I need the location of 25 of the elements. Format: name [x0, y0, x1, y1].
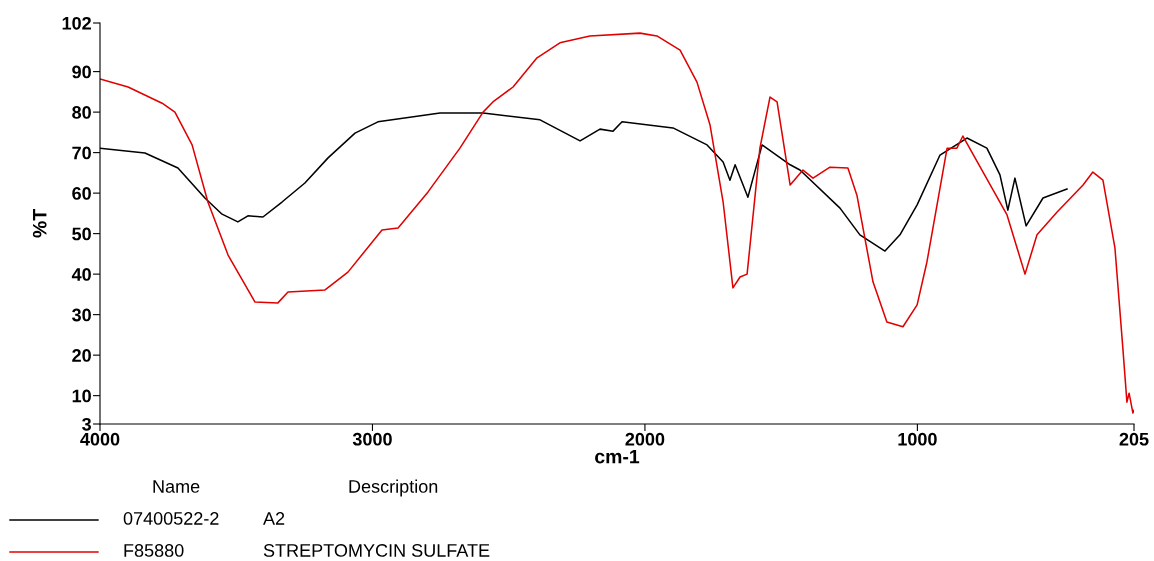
text: Description — [349, 479, 438, 497]
text: A2 — [263, 512, 285, 525]
x-tick-label: 205 — [1119, 432, 1149, 446]
y-tick-label: 60 — [72, 187, 91, 200]
x-tick-label: 2000 — [625, 432, 665, 446]
y-tick-label: 3 — [82, 417, 92, 431]
x-tick-label: 4000 — [80, 432, 120, 446]
legend-label: 07400522-2 — [123, 512, 219, 525]
line-series — [100, 32, 1134, 414]
x-axis-title: cm-1 — [595, 449, 640, 464]
y-tick-label: 102 — [62, 16, 91, 30]
legend-label: F85880 — [124, 544, 184, 557]
text: STREPTOMYCIN SULFATE — [263, 544, 490, 557]
legend-title: Name — [153, 480, 200, 493]
x-tick-label: 1000 — [898, 432, 937, 446]
y-tick-label: 20 — [72, 349, 91, 362]
y-tick-label: 90 — [72, 65, 91, 79]
y-axis-title: %T — [32, 209, 47, 238]
y-tick-label: 10 — [72, 389, 91, 403]
y-tick-label: 50 — [72, 227, 91, 241]
y-tick-label: 30 — [72, 308, 91, 322]
y-tick-label: 70 — [72, 146, 91, 160]
x-tick-label: 3000 — [352, 432, 392, 446]
y-tick-label: 80 — [72, 106, 91, 119]
y-tick-label: 40 — [71, 268, 91, 281]
